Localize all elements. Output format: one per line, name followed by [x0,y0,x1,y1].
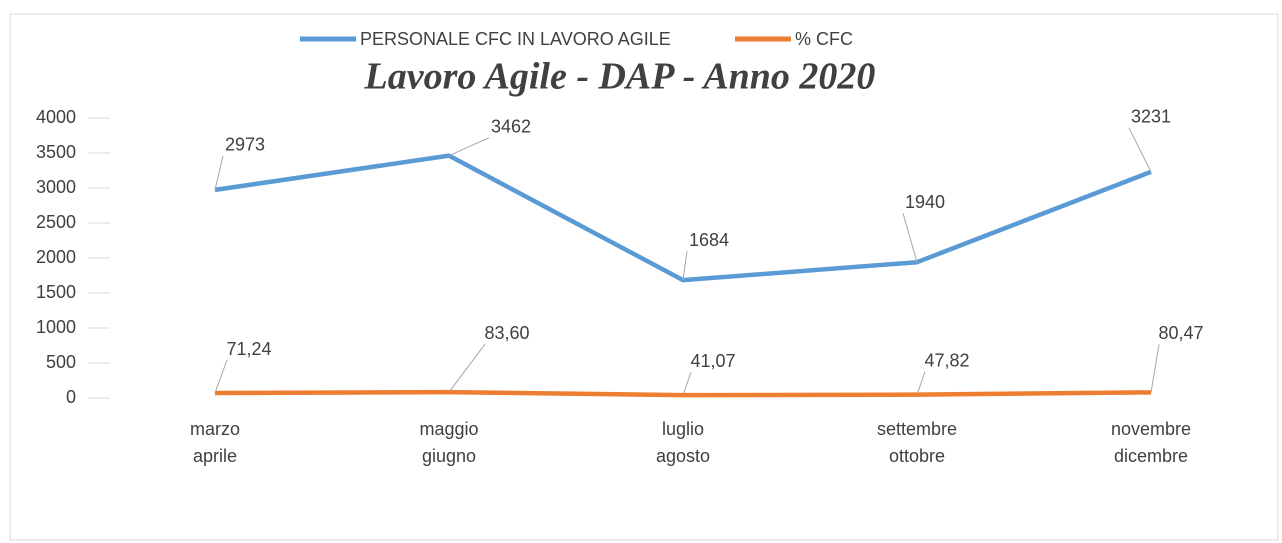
chart-border [9,13,1279,541]
leader-line [1128,127,1152,173]
y-tick-label: 500 [46,352,76,372]
y-tick-label: 3500 [36,142,76,162]
leader-line [214,155,224,191]
data-label: 3231 [1131,107,1171,127]
x-tick-label: marzo [190,419,240,439]
x-tick-label: ottobre [889,446,945,466]
legend-label: PERSONALE CFC IN LAVORO AGILE [360,29,671,49]
data-label: 71,24 [226,339,271,359]
data-label: 83,60 [484,323,529,343]
x-tick-label: luglio [662,419,704,439]
x-tick-label: novembre [1111,419,1191,439]
data-label: 3462 [491,116,531,136]
y-tick-label: 1000 [36,317,76,337]
data-label: 2973 [225,135,265,155]
y-tick-label: 2000 [36,247,76,267]
x-tick-label: settembre [877,419,957,439]
data-label: 1940 [905,192,945,212]
x-tick-label: agosto [656,446,710,466]
leader-line [902,213,918,263]
data-label: 1684 [689,230,729,250]
y-tick-label: 3000 [36,177,76,197]
leader-line [1150,344,1160,393]
x-tick-label: maggio [419,419,478,439]
y-tick-label: 0 [66,387,76,407]
chart-title: Lavoro Agile - DAP - Anno 2020 [364,56,876,98]
data-label: 47,82 [924,350,969,370]
data-label: 41,07 [690,351,735,371]
x-tick-label: aprile [193,446,237,466]
leader-line [682,251,688,281]
y-tick-label: 2500 [36,212,76,232]
legend-label: % CFC [795,29,853,49]
x-tick-label: giugno [422,446,476,466]
leader-line [214,359,228,394]
leader-line [916,371,926,395]
data-label: 80,47 [1158,323,1203,343]
leader-line [448,137,490,157]
y-tick-label: 1500 [36,282,76,302]
y-tick-label: 4000 [36,107,76,127]
x-tick-label: dicembre [1114,446,1188,466]
leader-line [448,343,486,393]
leader-line [682,371,692,396]
